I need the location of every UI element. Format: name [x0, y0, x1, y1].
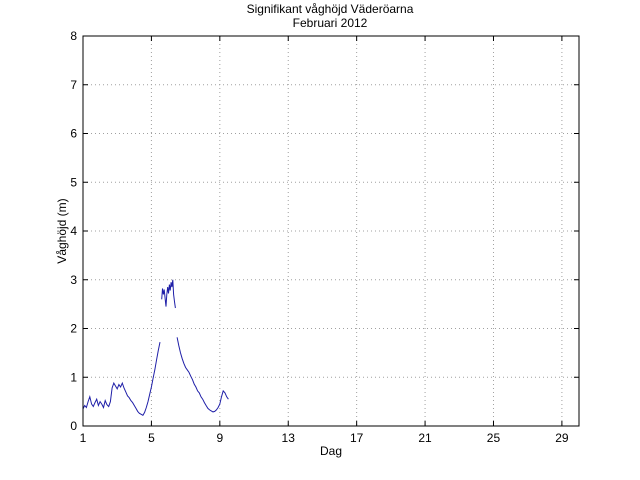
x-tick-label: 5	[148, 431, 155, 445]
grid-lines	[83, 36, 579, 426]
y-tick-label: 3	[70, 273, 77, 287]
x-tick-label: 1	[80, 431, 87, 445]
x-axis-label: Dag	[320, 444, 342, 458]
chart-title: Signifikant våghöjd Väderöarna	[247, 2, 414, 16]
chart-subtitle: Februari 2012	[293, 16, 368, 30]
y-tick-label: 6	[70, 127, 77, 141]
x-tick-label: 13	[282, 431, 296, 445]
series-line-segment	[176, 337, 229, 413]
y-tick-label: 5	[70, 175, 77, 189]
x-tick-label: 29	[555, 431, 569, 445]
plot-frame	[82, 35, 580, 427]
x-tick-label: 21	[418, 431, 432, 445]
y-tick-label: 1	[70, 370, 77, 384]
y-tick-label: 2	[70, 322, 77, 336]
y-tick-label: 7	[70, 78, 77, 92]
series-line-segment	[161, 279, 176, 309]
x-tick-label: 9	[216, 431, 223, 445]
series-line-segment	[82, 341, 161, 416]
y-tick-label: 4	[70, 224, 77, 238]
series-layer	[82, 279, 229, 416]
x-tick-label: 25	[487, 431, 501, 445]
y-tick-label: 8	[70, 29, 77, 43]
y-tick-label: 0	[70, 419, 77, 433]
x-tick-label: 17	[350, 431, 364, 445]
y-axis-label: Våghöjd (m)	[55, 198, 69, 263]
